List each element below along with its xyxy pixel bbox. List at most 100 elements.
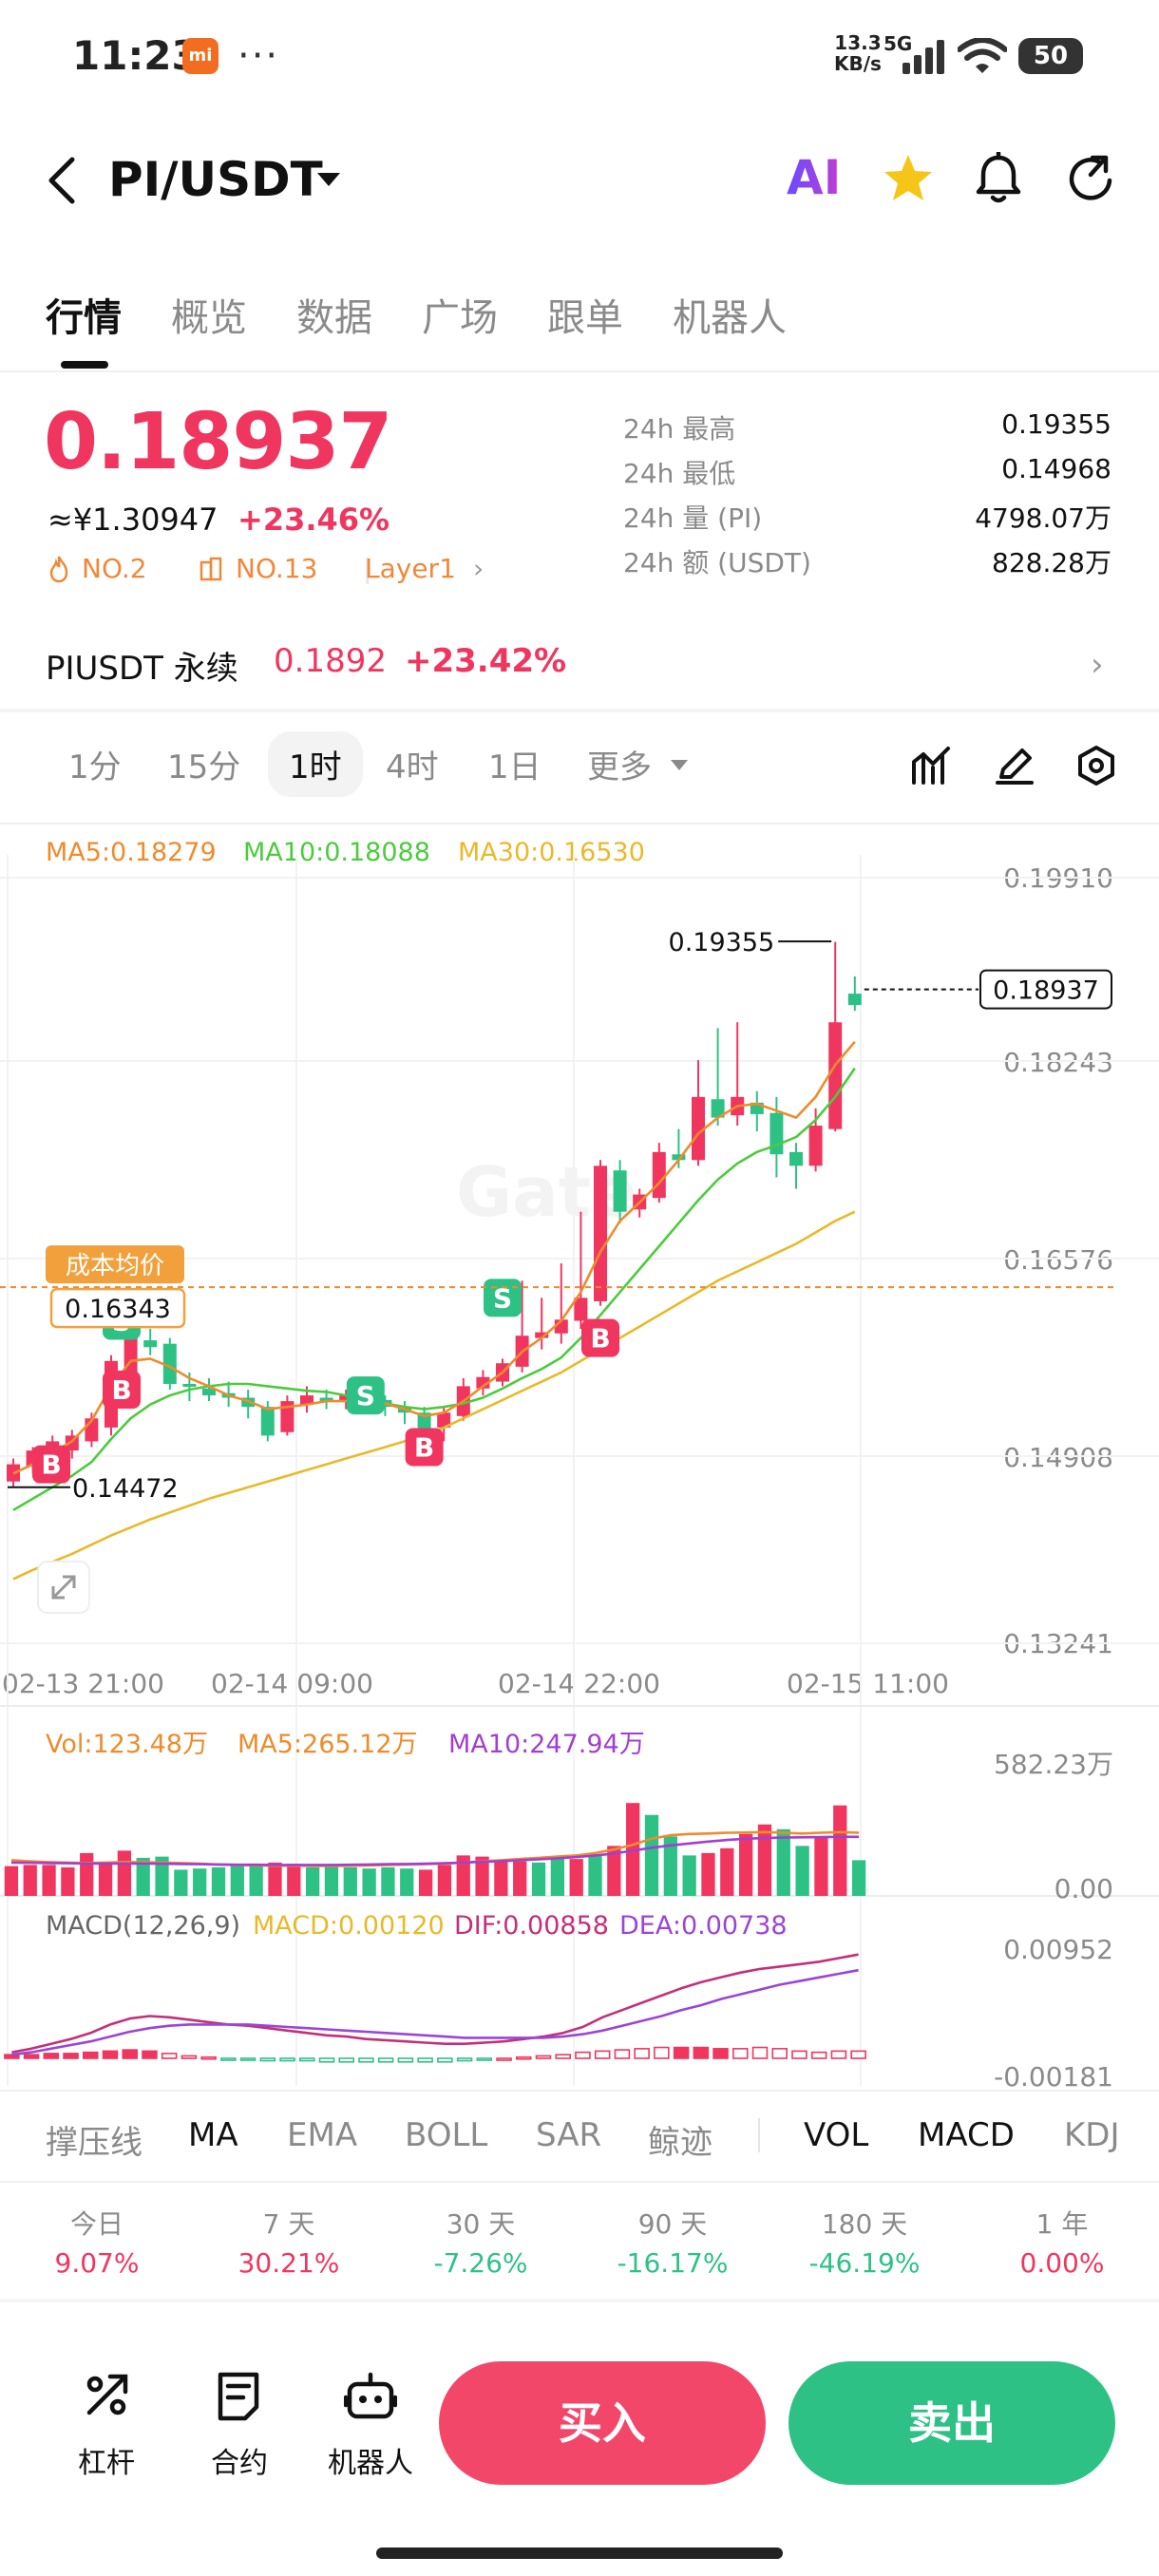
indicator-vol[interactable]: VOL — [804, 2116, 869, 2154]
robot-icon[interactable] — [344, 2371, 397, 2422]
divider — [0, 2181, 1159, 2183]
leverage-icon[interactable] — [82, 2371, 131, 2420]
x-axis-label: 02-13 21:00 — [2, 1668, 164, 1699]
indicator-macd[interactable]: MACD — [918, 2116, 1015, 2154]
signal-icon — [902, 40, 944, 74]
chevron-right-icon[interactable]: › — [473, 553, 484, 584]
volume-bar — [249, 1864, 263, 1896]
candle-body — [613, 1170, 627, 1212]
ma30-legend: MA30:0.16530 — [458, 838, 645, 867]
tab-bot[interactable]: 机器人 — [673, 296, 787, 340]
x-axis-label: 02-14 09:00 — [211, 1668, 373, 1699]
robot-label[interactable]: 机器人 — [328, 2447, 413, 2480]
volume-bar — [795, 1846, 809, 1896]
tab-square[interactable]: 广场 — [422, 296, 498, 340]
perpetual-name[interactable]: PIUSDT 永续 — [46, 650, 238, 688]
stat-value-volume: 4798.07万 — [975, 502, 1112, 534]
trade-marker — [103, 1371, 141, 1410]
category-rank[interactable]: NO.13 — [236, 553, 318, 584]
candle-body — [182, 1383, 197, 1387]
indicator-sar[interactable]: SAR — [536, 2116, 602, 2154]
share-icon[interactable] — [1066, 152, 1115, 205]
interval-1m[interactable]: 1分 — [68, 748, 122, 786]
macd-histogram-bar — [535, 2055, 552, 2059]
hot-rank[interactable]: NO.2 — [82, 553, 147, 584]
stat-label-turnover: 24h 额 (USDT) — [623, 547, 811, 578]
perf-value-180d: -46.19% — [808, 2247, 921, 2279]
pair-dropdown-caret-icon[interactable] — [317, 173, 340, 186]
interval-1d[interactable]: 1日 — [488, 748, 542, 786]
macd-histogram-bar — [279, 2057, 295, 2062]
interval-more[interactable]: 更多 — [587, 748, 652, 786]
macd-histogram-bar — [102, 2050, 119, 2059]
category-tag[interactable]: Layer1 — [365, 553, 456, 584]
tab-data[interactable]: 数据 — [296, 296, 372, 340]
trading-pair-selector[interactable]: PI/USDT — [108, 152, 323, 207]
macd-histogram-bar — [161, 2053, 178, 2059]
ai-assistant-icon[interactable]: AI — [787, 150, 842, 205]
macd-histogram-bar — [142, 2050, 158, 2059]
trade-marker-label: B — [590, 1323, 610, 1354]
contract-icon[interactable] — [215, 2371, 262, 2422]
macd-histogram-bar — [358, 2057, 374, 2063]
tab-copy-trading[interactable]: 跟单 — [547, 296, 623, 340]
back-arrow-icon[interactable] — [44, 156, 82, 205]
divider — [0, 709, 1159, 712]
indicator-boll[interactable]: BOLL — [405, 2116, 488, 2154]
indicator-whale-track[interactable]: 鲸迹 — [648, 2124, 712, 2162]
interval-4h[interactable]: 4时 — [386, 748, 439, 786]
dif-legend: DIF:0.00858 — [454, 1911, 609, 1941]
ma5-line — [12, 1040, 856, 1475]
price-in-cny: ≈¥1.30947 — [48, 502, 218, 538]
trade-marker-label: B — [414, 1431, 434, 1463]
draw-tool-icon[interactable] — [994, 745, 1036, 786]
candle-body — [535, 1332, 549, 1338]
indicator-settings-icon[interactable] — [910, 745, 952, 786]
interval-15m[interactable]: 15分 — [167, 748, 241, 786]
leverage-label[interactable]: 杠杆 — [78, 2447, 135, 2480]
volume-bar — [569, 1859, 583, 1896]
status-bar: 11:23 mi ··· 13.3 KB/s 5G 50 — [0, 0, 1159, 114]
exchange-watermark: Gate — [456, 1152, 637, 1232]
macd-histogram-bar — [634, 2048, 650, 2059]
macd-histogram-bar — [417, 2057, 433, 2063]
buy-button[interactable]: 买入 — [439, 2361, 766, 2485]
home-indicator[interactable] — [376, 2548, 783, 2559]
macd-histogram-bar — [456, 2057, 473, 2062]
macd-histogram-bar — [220, 2057, 237, 2061]
volume-bar — [381, 1866, 395, 1896]
stat-label-low: 24h 最低 — [623, 458, 736, 489]
chart-settings-icon[interactable] — [1075, 745, 1117, 786]
last-price: 0.18937 — [44, 397, 392, 487]
volume-bar — [833, 1805, 847, 1896]
volume-bar — [701, 1852, 715, 1896]
volume-bar — [663, 1836, 677, 1896]
sell-button[interactable]: 卖出 — [788, 2361, 1115, 2485]
trade-marker — [405, 1428, 444, 1467]
macd-histogram-bar — [377, 2057, 394, 2063]
active-tab-indicator — [61, 361, 108, 369]
perf-label-90d: 90 天 — [637, 2208, 708, 2240]
indicator-support-resistance[interactable]: 撑压线 — [46, 2124, 142, 2162]
volume-bar — [475, 1856, 489, 1896]
more-caret-icon[interactable] — [671, 760, 688, 770]
tab-market[interactable]: 行情 — [46, 296, 122, 340]
perf-value-1y: 0.00% — [1019, 2247, 1105, 2279]
last-price-tag-label: 0.18937 — [993, 976, 1099, 1006]
macd-histogram-bar — [555, 2054, 571, 2059]
contract-label[interactable]: 合约 — [211, 2447, 268, 2480]
interval-1h[interactable]: 1时 — [268, 731, 363, 797]
volume-bar — [4, 1866, 19, 1896]
candle-body — [672, 1154, 686, 1161]
chevron-right-icon[interactable]: › — [1091, 646, 1104, 684]
favorite-star-icon[interactable] — [882, 152, 935, 205]
indicator-ma[interactable]: MA — [188, 2116, 238, 2154]
indicator-kdj[interactable]: KDJ — [1064, 2116, 1120, 2154]
volume-bar — [494, 1860, 508, 1896]
indicator-ema[interactable]: EMA — [287, 2116, 358, 2154]
candle-body — [319, 1397, 333, 1402]
volume-bar — [42, 1865, 56, 1896]
tab-overview[interactable]: 概览 — [171, 296, 247, 340]
notification-bell-icon[interactable] — [975, 152, 1022, 205]
price-chart[interactable]: Gate SBBSBSB 成本均价0.163430.193550.144720.… — [0, 855, 1159, 2090]
